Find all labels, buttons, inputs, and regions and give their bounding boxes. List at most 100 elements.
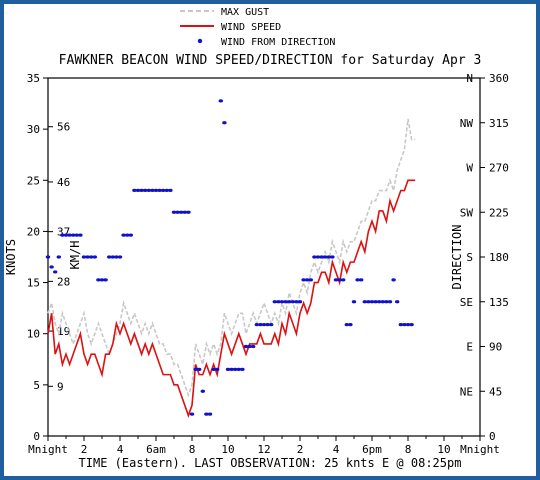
direction-point <box>369 300 375 304</box>
x-tick-label: 4 <box>333 443 340 456</box>
x-tick-label: 8 <box>189 443 196 456</box>
direction-point <box>301 278 306 282</box>
x-tick-label: 10 <box>437 443 450 456</box>
direction-point <box>218 99 223 103</box>
direction-point <box>391 278 396 282</box>
direction-point <box>225 367 231 371</box>
compass-label: S <box>466 251 473 264</box>
direction-point <box>308 278 313 282</box>
direction-point <box>297 300 303 304</box>
y-tick-label: 35 <box>27 72 40 85</box>
direction-point <box>247 344 252 349</box>
direction-point <box>128 233 133 237</box>
direction-point <box>409 323 414 327</box>
direction-point <box>279 300 285 304</box>
direction-point <box>269 323 274 327</box>
direction-point <box>395 300 400 304</box>
direction-point <box>200 389 205 393</box>
direction-point <box>135 188 141 192</box>
kmh-tick-label: 37 <box>57 226 70 239</box>
direction-point <box>283 300 288 304</box>
direction-point <box>319 255 324 259</box>
direction-point <box>132 188 137 192</box>
y-tick-label: 10 <box>27 328 40 341</box>
direction-point <box>193 367 198 371</box>
direction-point <box>67 233 72 237</box>
kmh-tick-label: 56 <box>57 121 70 134</box>
direction-point <box>236 367 241 371</box>
direction-point <box>243 344 249 349</box>
x-tick-label: 10 <box>221 443 234 456</box>
direction-point <box>168 188 173 192</box>
direction-point <box>107 255 112 259</box>
direction-point <box>215 367 220 371</box>
direction-point <box>207 412 213 416</box>
direction-point <box>81 255 87 259</box>
direction-tick-label: 225 <box>489 206 509 219</box>
y-tick-label: 5 <box>33 379 40 392</box>
legend-item: WIND SPEED <box>180 22 281 33</box>
direction-point <box>326 255 331 259</box>
direction-point <box>398 323 403 327</box>
legend-item: WIND FROM DIRECTION <box>197 37 335 48</box>
direction-point <box>103 278 108 282</box>
kmh-tick-label: 28 <box>57 275 70 288</box>
compass-label: NW <box>460 117 474 130</box>
direction-tick-label: 180 <box>489 251 509 264</box>
direction-point <box>117 255 123 259</box>
series-layer <box>45 99 416 418</box>
kmh-tick-label: 9 <box>57 380 64 393</box>
y-axis-title-direction: DIRECTION <box>450 224 464 289</box>
direction-point <box>71 233 76 237</box>
chart-title: FAWKNER BEACON WIND SPEED/DIRECTION for … <box>59 53 482 68</box>
direction-point <box>272 300 277 304</box>
axis-ticks: Mnight 2 4 6am 8 10 12 2 4 6pm 8 10 Mnight0510152025… <box>27 72 509 456</box>
direction-point <box>110 255 116 259</box>
direction-point <box>146 188 151 192</box>
legend-label: WIND SPEED <box>221 22 281 33</box>
direction-point <box>366 300 371 304</box>
direction-point <box>233 367 238 371</box>
direction-point <box>53 270 58 274</box>
direction-point <box>211 367 216 371</box>
direction-point <box>377 300 382 304</box>
direction-point <box>222 121 227 125</box>
direction-point <box>287 300 292 304</box>
legend-swatch <box>197 38 203 44</box>
direction-point <box>359 278 364 282</box>
direction-point <box>384 300 389 304</box>
direction-point <box>121 233 126 237</box>
y-tick-label: 25 <box>27 174 40 187</box>
direction-point <box>229 367 234 371</box>
x-tick-label: Mnight <box>28 443 68 456</box>
direction-point <box>175 210 180 214</box>
y-tick-label: 20 <box>27 225 40 238</box>
direction-point <box>179 210 184 214</box>
direction-point <box>189 412 195 416</box>
compass-label: W <box>466 162 473 175</box>
direction-point <box>60 233 65 237</box>
legend-label: MAX GUST <box>221 7 269 18</box>
direction-point <box>89 255 94 259</box>
x-tick-label: 12 <box>257 443 270 456</box>
x-tick-label: 8 <box>405 443 412 456</box>
direction-point <box>294 300 299 304</box>
direction-point <box>373 300 378 304</box>
direction-tick-label: 90 <box>489 341 502 354</box>
direction-point <box>78 233 83 237</box>
direction-point <box>182 210 187 214</box>
direction-point <box>99 278 105 282</box>
direction-point <box>323 255 328 259</box>
y-tick-label: 30 <box>27 123 40 136</box>
direction-point <box>290 300 295 304</box>
direction-point <box>333 278 339 282</box>
legend-label: WIND FROM DIRECTION <box>221 37 335 48</box>
direction-point <box>330 255 335 259</box>
direction-point <box>402 323 407 327</box>
direction-point <box>161 188 166 192</box>
direction-point <box>45 255 51 259</box>
direction-tick-label: 315 <box>489 117 509 130</box>
direction-point <box>240 367 245 371</box>
